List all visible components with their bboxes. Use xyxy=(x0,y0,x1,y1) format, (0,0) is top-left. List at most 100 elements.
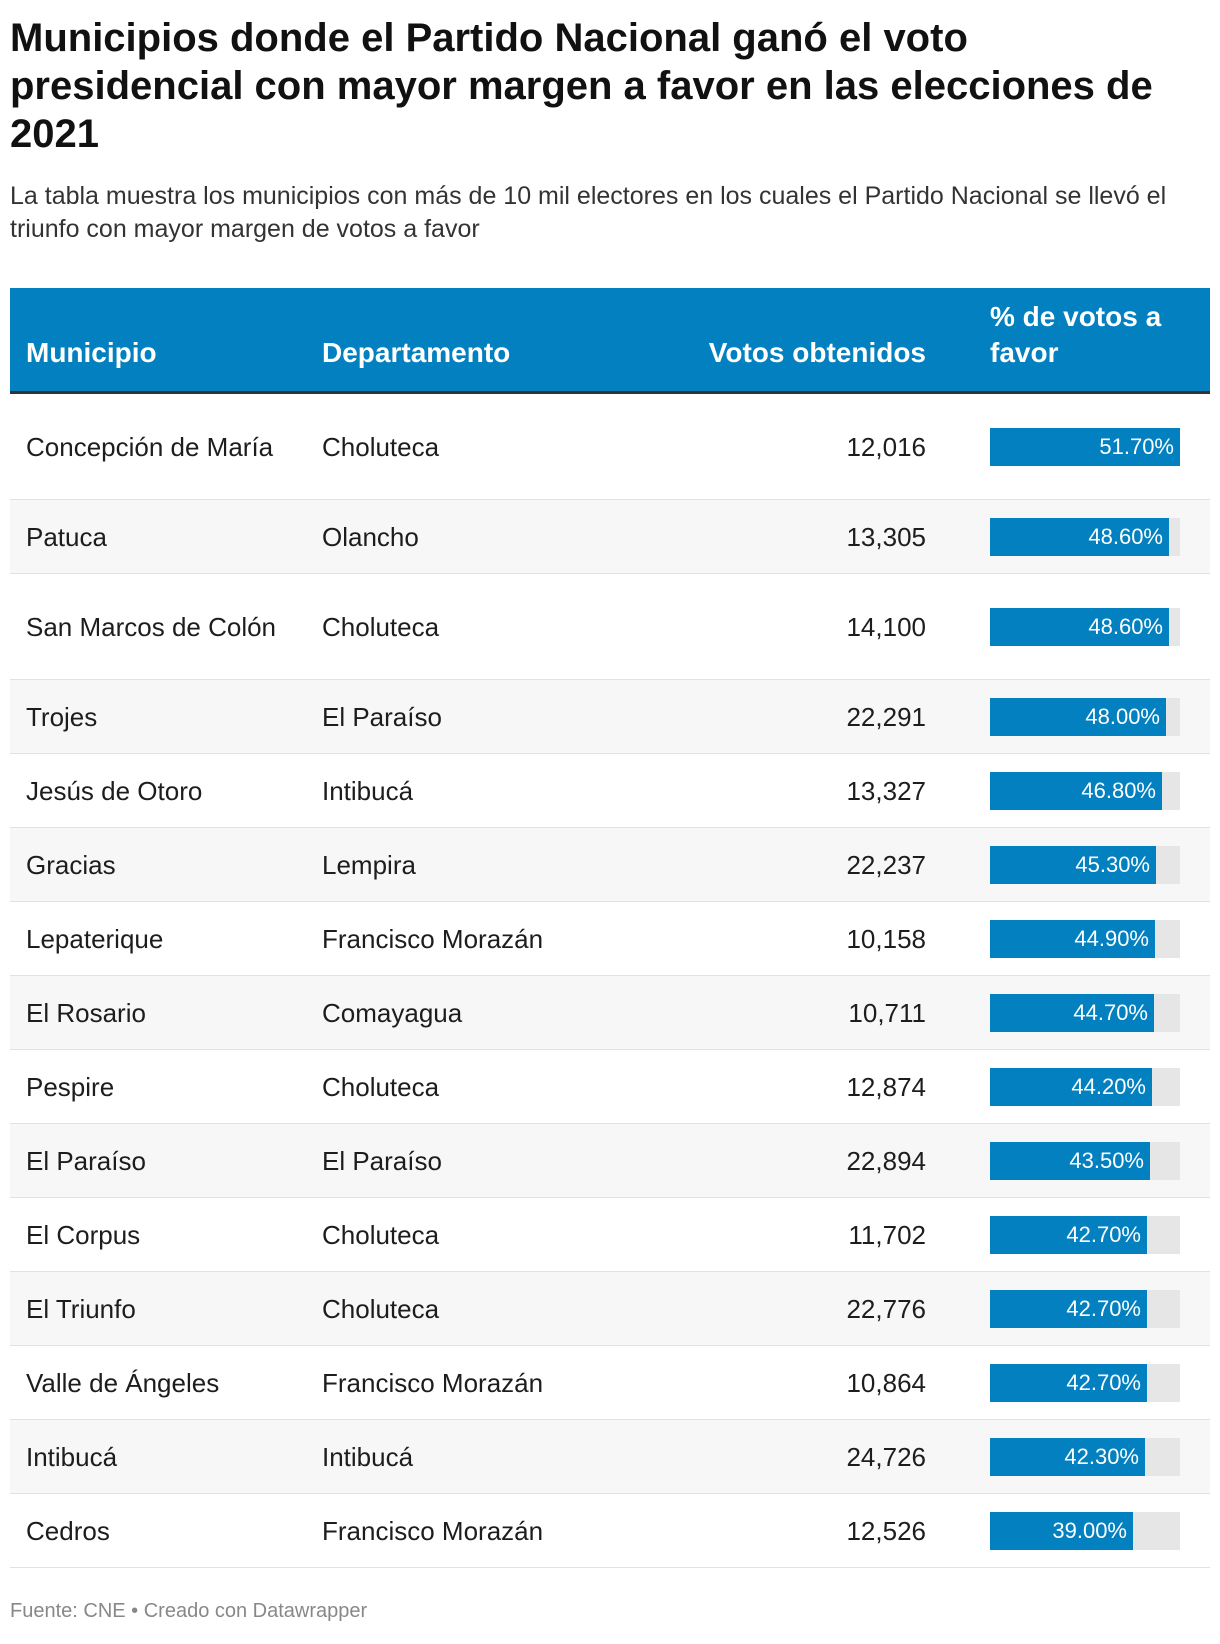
table-row: Lepaterique Francisco Morazán 10,158 44.90% xyxy=(10,902,1210,976)
table-row: Intibucá Intibucá 24,726 42.30% xyxy=(10,1420,1210,1494)
percent-bar-track: 46.80% xyxy=(990,771,1180,810)
table-row: El Rosario Comayagua 10,711 44.70% xyxy=(10,976,1210,1050)
cell-votos: 12,016 xyxy=(846,431,926,462)
cell-municipio: Cedros xyxy=(26,1515,110,1546)
cell-votos: 11,702 xyxy=(848,1219,926,1250)
cell-municipio: San Marcos de Colón xyxy=(26,611,277,642)
table-body: Concepción de María Choluteca 12,016 51.70%… xyxy=(10,394,1210,1568)
cell-municipio: Intibucá xyxy=(26,1441,118,1472)
cell-municipio: Pespire xyxy=(26,1071,115,1102)
cell-votos: 12,526 xyxy=(846,1515,926,1546)
cell-municipio: El Triunfo xyxy=(26,1293,136,1324)
percent-bar xyxy=(990,1437,1145,1476)
cell-votos: 22,776 xyxy=(846,1293,926,1324)
cell-departamento: El Paraíso xyxy=(322,701,442,732)
percent-bar-track: 48.60% xyxy=(990,607,1180,646)
cell-departamento: Choluteca xyxy=(322,431,440,462)
table-row: Gracias Lempira 22,237 45.30% xyxy=(10,828,1210,902)
percent-bar-track: 43.50% xyxy=(990,1141,1180,1180)
percent-bar-track: 44.90% xyxy=(990,919,1180,958)
percent-bar xyxy=(990,517,1169,556)
column-header-departamento[interactable]: Departamento xyxy=(322,337,511,368)
percent-bar xyxy=(990,607,1169,646)
cell-departamento: Olancho xyxy=(322,521,419,552)
percent-label: 51.70% xyxy=(1099,433,1174,459)
cell-votos: 22,291 xyxy=(846,701,926,732)
cell-votos: 24,726 xyxy=(846,1441,926,1472)
percent-label: 44.90% xyxy=(1074,925,1149,951)
cell-departamento: Francisco Morazán xyxy=(322,1515,544,1546)
cell-municipio: El Rosario xyxy=(26,997,146,1028)
percent-label: 44.70% xyxy=(1073,999,1148,1025)
percent-label: 42.70% xyxy=(1066,1221,1141,1247)
cell-departamento: El Paraíso xyxy=(322,1145,442,1176)
percent-label: 48.00% xyxy=(1085,703,1160,729)
cell-votos: 22,894 xyxy=(846,1145,926,1176)
cell-municipio: Gracias xyxy=(26,849,116,880)
cell-votos: 22,237 xyxy=(846,849,926,880)
table-row: San Marcos de Colón Choluteca 14,100 48.60% xyxy=(10,574,1210,680)
percent-label: 39.00% xyxy=(1052,1517,1127,1543)
chart-subtitle: La tabla muestra los municipios con más … xyxy=(10,182,1167,243)
percent-bar-track: 42.30% xyxy=(990,1437,1180,1476)
percent-bar-track: 44.70% xyxy=(990,993,1180,1032)
cell-votos: 14,100 xyxy=(846,611,926,642)
cell-departamento: Francisco Morazán xyxy=(322,923,544,954)
percent-label: 48.60% xyxy=(1088,523,1163,549)
percent-bar-track: 51.70% xyxy=(990,427,1180,466)
source-footer: Fuente: CNE • Creado con Datawrapper xyxy=(10,1600,368,1622)
percent-label: 42.70% xyxy=(1066,1295,1141,1321)
table-row: Jesús de Otoro Intibucá 13,327 46.80% xyxy=(10,754,1210,828)
percent-bar xyxy=(990,919,1155,958)
cell-departamento: Choluteca xyxy=(322,1071,440,1102)
percent-bar xyxy=(990,1511,1133,1550)
cell-departamento: Choluteca xyxy=(322,611,440,642)
cell-votos: 13,327 xyxy=(846,775,926,806)
percent-bar xyxy=(990,1141,1150,1180)
cell-municipio: Valle de Ángeles xyxy=(26,1367,220,1398)
percent-bar-track: 42.70% xyxy=(990,1363,1180,1402)
percent-bar xyxy=(990,1289,1147,1328)
percent-label: 44.20% xyxy=(1071,1073,1146,1099)
column-header-votos[interactable]: Votos obtenidos xyxy=(708,337,926,368)
percent-bar-track: 42.70% xyxy=(990,1215,1180,1254)
percent-bar xyxy=(990,771,1162,810)
percent-label: 48.60% xyxy=(1088,613,1163,639)
cell-departamento: Choluteca xyxy=(322,1219,440,1250)
table-row: Cedros Francisco Morazán 12,526 39.00% xyxy=(10,1494,1210,1568)
cell-municipio: Jesús de Otoro xyxy=(26,775,203,806)
chart-title: Municipios donde el Partido Nacional gan… xyxy=(10,16,1153,156)
percent-bar xyxy=(990,1215,1147,1254)
cell-departamento: Francisco Morazán xyxy=(322,1367,544,1398)
table-row: El Paraíso El Paraíso 22,894 43.50% xyxy=(10,1124,1210,1198)
percent-bar-track: 48.60% xyxy=(990,517,1180,556)
cell-votos: 13,305 xyxy=(846,521,926,552)
cell-votos: 10,711 xyxy=(848,997,926,1028)
column-header-porcentaje[interactable]: % de votos a favor xyxy=(990,301,1162,368)
cell-votos: 12,874 xyxy=(846,1071,926,1102)
table-header: Municipio Departamento Votos obtenidos %… xyxy=(10,288,1210,394)
percent-bar xyxy=(990,427,1180,466)
percent-bar-track: 44.20% xyxy=(990,1067,1180,1106)
cell-municipio: El Paraíso xyxy=(26,1145,146,1176)
cell-departamento: Intibucá xyxy=(322,775,414,806)
percent-bar-track: 45.30% xyxy=(990,845,1180,884)
table-row: Patuca Olancho 13,305 48.60% xyxy=(10,500,1210,574)
cell-municipio: El Corpus xyxy=(26,1219,141,1250)
cell-departamento: Intibucá xyxy=(322,1441,414,1472)
cell-departamento: Choluteca xyxy=(322,1293,440,1324)
percent-label: 43.50% xyxy=(1069,1147,1144,1173)
percent-bar xyxy=(990,845,1156,884)
table-row: Pespire Choluteca 12,874 44.20% xyxy=(10,1050,1210,1124)
cell-departamento: Lempira xyxy=(322,849,416,880)
cell-municipio: Lepaterique xyxy=(26,923,164,954)
cell-votos: 10,158 xyxy=(846,923,926,954)
cell-votos: 10,864 xyxy=(846,1367,926,1398)
percent-label: 42.30% xyxy=(1064,1443,1139,1469)
cell-municipio: Trojes xyxy=(26,701,98,732)
percent-bar xyxy=(990,1067,1152,1106)
table-row: El Corpus Choluteca 11,702 42.70% xyxy=(10,1198,1210,1272)
column-header-municipio[interactable]: Municipio xyxy=(26,337,157,368)
percent-label: 42.70% xyxy=(1066,1369,1141,1395)
percent-label: 45.30% xyxy=(1075,851,1150,877)
